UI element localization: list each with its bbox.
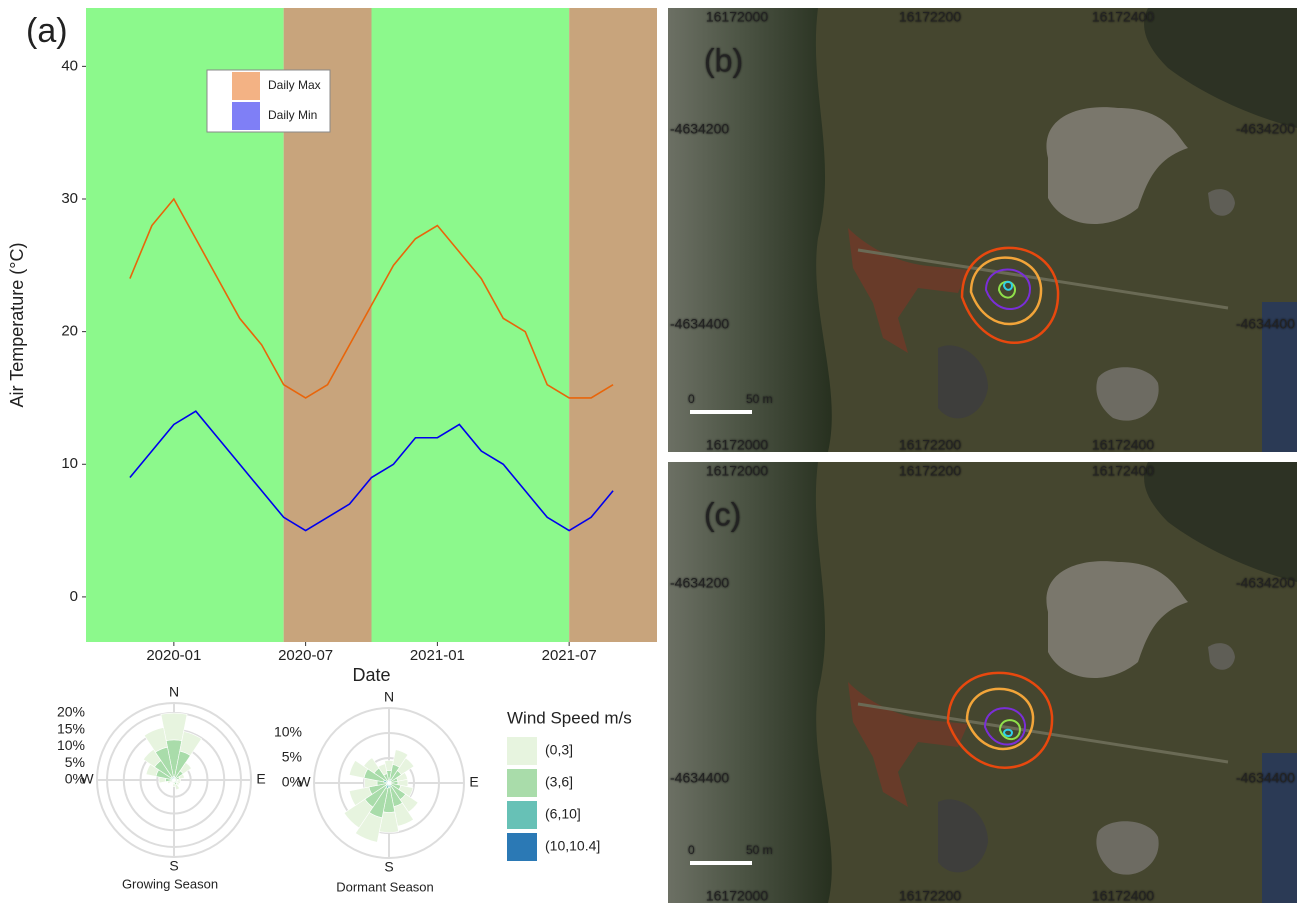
map-label: 16172000 xyxy=(706,9,769,25)
y-tick-label: 30 xyxy=(61,190,78,207)
radial-tick-label: 20% xyxy=(57,704,85,720)
map-label: -4634200 xyxy=(670,121,729,137)
direction-label: N xyxy=(169,684,179,700)
legend-key xyxy=(507,769,537,797)
legend-label: Daily Max xyxy=(268,78,321,92)
x-axis-label: Date xyxy=(352,665,390,685)
direction-label: N xyxy=(384,689,394,705)
map-label: 16172000 xyxy=(706,463,769,479)
map-label: -4634200 xyxy=(1236,575,1295,591)
y-axis-label: Air Temperature (°C) xyxy=(7,243,27,408)
legend-label: (6,10] xyxy=(545,806,581,822)
y-tick-label: 10 xyxy=(61,455,78,472)
map-label: -4634400 xyxy=(1236,770,1295,786)
legend-key xyxy=(507,833,537,861)
map-label: 16172200 xyxy=(899,888,962,904)
map-label: 50 m xyxy=(746,392,773,406)
map-label: 16172400 xyxy=(1092,9,1155,25)
legend-label: (10,10.4] xyxy=(545,838,600,854)
direction-label: E xyxy=(256,771,265,787)
map-label: 16172000 xyxy=(706,888,769,904)
map-label: -4634200 xyxy=(670,575,729,591)
direction-label: E xyxy=(469,774,478,790)
scale-bar xyxy=(690,861,752,865)
rose-title: Dormant Season xyxy=(336,879,434,894)
direction-label: S xyxy=(169,858,178,874)
legend-key xyxy=(507,737,537,765)
map-label: 50 m xyxy=(746,843,773,857)
y-tick-label: 0 xyxy=(70,588,78,605)
direction-label: S xyxy=(384,859,393,875)
map-label: -4634400 xyxy=(670,316,729,332)
radial-tick-label: 10% xyxy=(274,724,302,740)
legend-title: Wind Speed m/s xyxy=(507,708,632,727)
map-panel: (b) 16172000 16172200 16172400 16172000 16172… xyxy=(668,8,1297,453)
map-label: 16172400 xyxy=(1092,437,1155,453)
direction-label: W xyxy=(80,771,94,787)
season-band xyxy=(569,8,657,642)
scale-bar xyxy=(690,410,752,414)
direction-label: W xyxy=(297,774,311,790)
x-tick-label: 2021-01 xyxy=(410,647,465,664)
map-label: 16172400 xyxy=(1092,463,1155,479)
legend-key xyxy=(232,72,260,100)
map-label: 16172200 xyxy=(899,9,962,25)
map-label: -4634400 xyxy=(1236,316,1295,332)
x-tick-label: 2021-07 xyxy=(542,647,597,664)
map-label: -4634200 xyxy=(1236,121,1295,137)
map-label: 16172200 xyxy=(899,463,962,479)
radial-tick-label: 15% xyxy=(57,720,85,736)
map-label: 0 xyxy=(688,843,695,857)
y-tick-label: 20 xyxy=(61,323,78,340)
map-label: -4634400 xyxy=(670,770,729,786)
x-tick-label: 2020-07 xyxy=(278,647,333,664)
x-tick-label: 2020-01 xyxy=(146,647,201,664)
y-tick-label: 40 xyxy=(61,57,78,74)
map-label: 0 xyxy=(688,392,695,406)
legend-label: Daily Min xyxy=(268,108,317,122)
map-label: 16172200 xyxy=(899,437,962,453)
map-label: 16172400 xyxy=(1092,888,1155,904)
map-label: 16172000 xyxy=(706,437,769,453)
map-label: (b) xyxy=(704,42,743,78)
rose-title: Growing Season xyxy=(122,876,218,891)
legend-label: (0,3] xyxy=(545,742,573,758)
map-shore xyxy=(668,8,832,452)
radial-tick-label: 10% xyxy=(57,737,85,753)
panel-label: (a) xyxy=(26,12,68,50)
map-label: (c) xyxy=(704,496,741,532)
radial-tick-label: 5% xyxy=(65,754,85,770)
radial-tick-label: 5% xyxy=(282,749,302,765)
figure: 0 10 20 30 40 2020-01 2020-07 2021-01 2021-07 (a)… xyxy=(0,0,1299,905)
legend-key xyxy=(232,102,260,130)
map-shore xyxy=(668,462,832,903)
season-band xyxy=(372,8,570,642)
rose-petal xyxy=(173,783,176,786)
legend-label: (3,6] xyxy=(545,774,573,790)
map-panel: (c) 16172000 16172200 16172400 16172000 16172… xyxy=(668,462,1297,904)
rose-petal xyxy=(175,784,180,790)
legend-key xyxy=(507,801,537,829)
